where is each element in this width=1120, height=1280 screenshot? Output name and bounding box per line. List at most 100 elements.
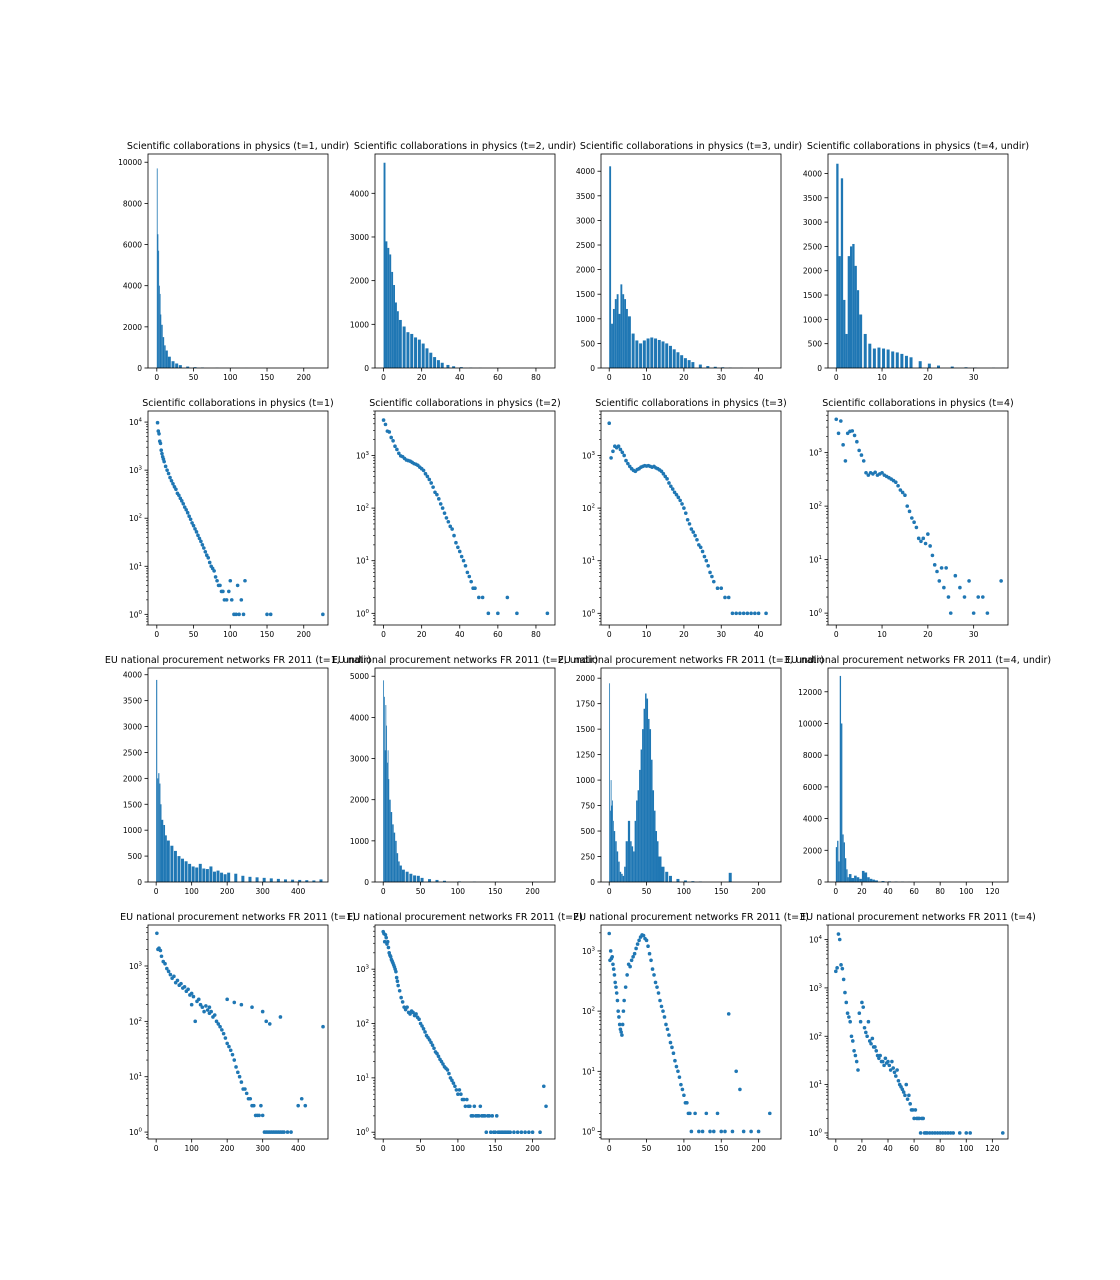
point <box>204 1004 208 1008</box>
plot-area <box>607 421 768 616</box>
point <box>182 505 187 509</box>
point <box>685 1100 689 1105</box>
x-tick-label: 200 <box>220 887 235 896</box>
point <box>214 1019 219 1024</box>
x-tick-label: 0 <box>833 1144 838 1153</box>
x-tick-label: 100 <box>223 630 238 639</box>
point <box>852 1049 856 1053</box>
point <box>544 1104 548 1109</box>
point <box>193 527 197 531</box>
subplot-11: EU national procurement networks FR 2011… <box>558 655 824 896</box>
bar <box>389 254 392 368</box>
x-tick-label: 200 <box>525 1144 540 1153</box>
bar <box>163 825 166 882</box>
x-tick-label: 300 <box>256 1144 271 1153</box>
point <box>228 1048 233 1053</box>
plot-area <box>383 162 551 368</box>
point <box>389 435 393 440</box>
point <box>880 470 884 475</box>
x-tick-label: 0 <box>154 373 159 382</box>
plot-area <box>381 929 548 1135</box>
x-tick-label: 150 <box>714 1144 729 1153</box>
point <box>158 948 163 953</box>
y-tick-label: 102 <box>356 1019 369 1029</box>
bar <box>157 234 159 368</box>
point <box>177 493 181 498</box>
y-tick-label: 2000 <box>123 323 142 332</box>
bar <box>854 265 857 368</box>
bar <box>216 870 220 882</box>
bar <box>262 877 266 882</box>
bar <box>387 247 390 368</box>
point <box>236 1070 240 1075</box>
point <box>527 1130 531 1135</box>
point <box>420 1024 424 1028</box>
y-tick-label: 100 <box>582 609 596 619</box>
point <box>730 1129 735 1134</box>
point <box>679 1082 683 1087</box>
bar <box>661 341 665 368</box>
point <box>239 598 244 602</box>
bar <box>672 349 676 368</box>
point <box>938 1131 942 1135</box>
chart-title: Scientific collaborations in physics (t=… <box>127 141 349 152</box>
x-tick-label: 50 <box>189 630 199 639</box>
y-tick-label: 10000 <box>118 158 142 167</box>
point <box>698 545 703 550</box>
point <box>452 533 456 538</box>
y-tick-label: 101 <box>809 555 822 565</box>
bar <box>861 870 865 882</box>
point <box>462 1097 466 1102</box>
point <box>259 1103 263 1108</box>
point <box>676 495 681 500</box>
point <box>400 1000 405 1004</box>
point <box>385 939 390 944</box>
y-tick-label: 250 <box>581 853 596 862</box>
point <box>456 1092 460 1097</box>
bar <box>872 879 875 882</box>
bar <box>442 880 446 882</box>
axes-frame <box>600 924 782 1140</box>
subplot-4: Scientific collaborations in physics (t=… <box>803 141 1029 382</box>
y-tick-label: 8000 <box>123 199 142 208</box>
bar <box>406 332 410 368</box>
point <box>241 612 246 617</box>
x-tick-label: 0 <box>381 373 386 382</box>
point <box>753 611 757 616</box>
point <box>191 994 196 999</box>
point <box>405 1005 409 1009</box>
point <box>845 1011 850 1015</box>
x-tick-label: 200 <box>751 887 766 896</box>
point <box>659 1004 664 1009</box>
point <box>680 502 684 506</box>
x-tick-label: 30 <box>716 373 726 382</box>
point <box>886 1059 890 1064</box>
point <box>935 1131 940 1135</box>
x-tick-label: 200 <box>525 887 540 896</box>
bar <box>895 352 899 368</box>
point <box>854 1059 859 1064</box>
x-tick-label: 40 <box>883 1144 893 1153</box>
bar <box>882 348 886 368</box>
bar <box>191 866 195 882</box>
bar <box>891 351 895 368</box>
point <box>461 558 466 563</box>
bar <box>633 851 635 882</box>
point <box>243 578 247 583</box>
bar <box>248 876 252 882</box>
point <box>635 942 640 946</box>
bar <box>399 865 402 882</box>
y-tick-label: 103 <box>356 965 370 975</box>
bar <box>642 729 644 882</box>
point <box>905 1097 910 1101</box>
point <box>278 1015 283 1019</box>
x-tick-label: 20 <box>923 630 933 639</box>
point <box>445 1068 450 1072</box>
bar <box>401 869 405 882</box>
bar <box>636 800 638 882</box>
y-tick-label: 1750 <box>576 700 595 709</box>
bar <box>676 878 680 882</box>
y-tick-label: 2000 <box>350 277 369 286</box>
y-tick-label: 103 <box>582 946 596 956</box>
point <box>964 1131 969 1135</box>
